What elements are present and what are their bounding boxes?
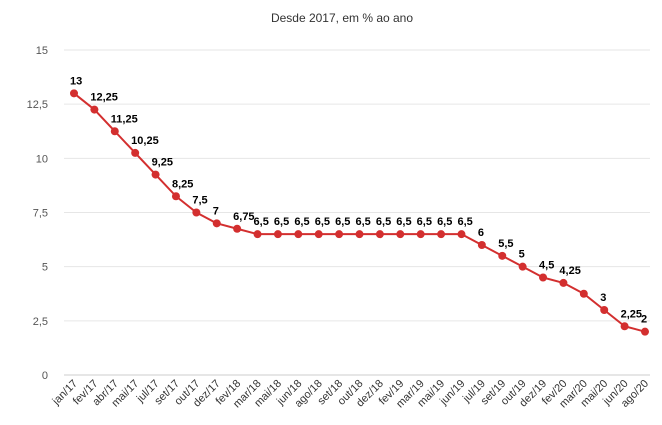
data-point bbox=[192, 208, 201, 217]
data-point bbox=[233, 224, 242, 233]
data-label: 6,5 bbox=[335, 216, 350, 228]
data-point bbox=[253, 230, 262, 239]
data-label: 6,75 bbox=[233, 211, 254, 223]
data-point bbox=[131, 148, 140, 157]
data-point bbox=[171, 192, 180, 201]
data-point bbox=[600, 306, 609, 314]
data-label: 6,5 bbox=[417, 216, 432, 228]
data-label: 6,5 bbox=[356, 216, 371, 228]
data-point bbox=[314, 230, 323, 239]
y-tick-label: 0 bbox=[42, 370, 48, 382]
x-axis-ticks: jan/17fev/17abr/17mai/17jul/17set/17out/… bbox=[50, 378, 651, 411]
data-point bbox=[437, 230, 446, 239]
data-label: 13 bbox=[70, 75, 82, 87]
y-axis-ticks: 0 2,5 5 7,5 10 12,5 15 bbox=[27, 45, 48, 382]
data-label: 5 bbox=[519, 249, 525, 261]
y-tick-label: 12,5 bbox=[27, 99, 48, 111]
data-point bbox=[539, 273, 548, 282]
data-point bbox=[416, 230, 425, 239]
data-point bbox=[477, 241, 486, 249]
data-label: 6,5 bbox=[315, 216, 330, 228]
data-label: 6,5 bbox=[437, 216, 452, 228]
data-point bbox=[273, 230, 282, 239]
data-label: 10,25 bbox=[131, 135, 159, 147]
data-point bbox=[110, 127, 119, 136]
data-point bbox=[294, 230, 303, 239]
data-label: 2 bbox=[641, 314, 647, 326]
y-tick-label: 10 bbox=[36, 153, 48, 165]
data-label: 6,5 bbox=[254, 216, 269, 228]
data-point bbox=[498, 251, 507, 260]
y-tick-label: 15 bbox=[36, 45, 48, 57]
data-point bbox=[620, 322, 629, 331]
data-label: 4,5 bbox=[539, 260, 554, 272]
data-point bbox=[212, 219, 221, 228]
data-label: 6,5 bbox=[396, 216, 411, 228]
data-label: 9,25 bbox=[152, 157, 173, 169]
data-label: 6,5 bbox=[274, 216, 289, 228]
data-label: 7 bbox=[213, 205, 219, 217]
data-point bbox=[559, 278, 568, 287]
y-tick-label: 2,5 bbox=[33, 316, 48, 328]
data-label: 6,5 bbox=[376, 216, 391, 228]
data-label: 2,25 bbox=[621, 308, 642, 320]
data-point bbox=[579, 289, 588, 298]
y-tick-label: 7,5 bbox=[33, 208, 48, 220]
data-point bbox=[457, 230, 466, 239]
data-label: 6,5 bbox=[294, 216, 309, 228]
data-point bbox=[375, 230, 384, 239]
y-tick-label: 5 bbox=[42, 262, 48, 274]
data-point bbox=[355, 230, 364, 239]
data-label: 6,5 bbox=[457, 216, 472, 228]
data-point bbox=[518, 262, 527, 271]
gridlines bbox=[64, 49, 650, 376]
data-point bbox=[151, 170, 160, 179]
data-point bbox=[335, 230, 344, 239]
data-label: 11,25 bbox=[111, 113, 138, 125]
data-label: 4,25 bbox=[559, 265, 580, 277]
series-points bbox=[70, 89, 649, 336]
chart-title: Desde 2017, em % ao ano bbox=[271, 11, 413, 25]
data-label: 3 bbox=[600, 292, 606, 304]
data-label: 8,25 bbox=[172, 178, 193, 190]
data-point bbox=[396, 230, 405, 239]
data-point bbox=[90, 105, 99, 114]
data-label: 6 bbox=[478, 227, 484, 239]
data-point bbox=[641, 327, 649, 336]
data-label: 5,5 bbox=[498, 238, 513, 250]
data-point bbox=[70, 89, 78, 98]
data-label: 7,5 bbox=[192, 195, 207, 207]
data-label: 12,25 bbox=[90, 92, 118, 104]
